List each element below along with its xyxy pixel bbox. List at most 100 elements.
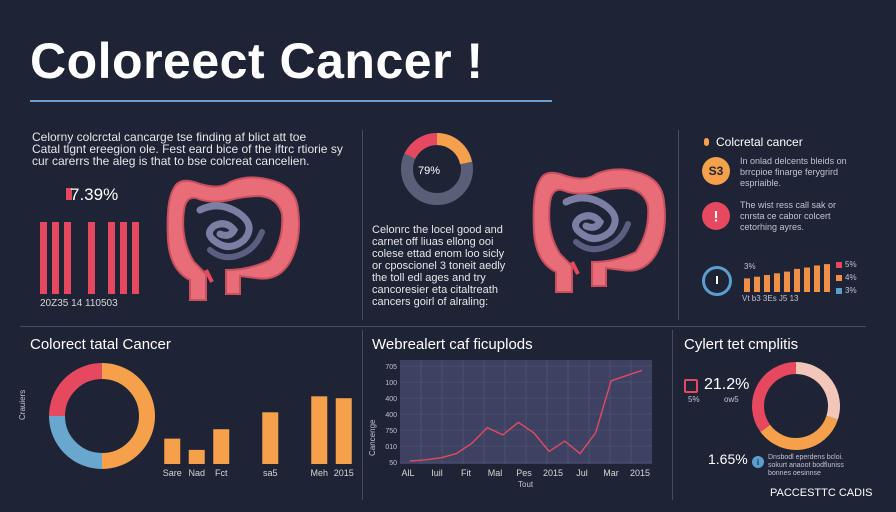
top-left-stat: 7.39% — [70, 185, 119, 204]
top-left-bar — [64, 222, 71, 294]
x-tick-label: Mal — [488, 468, 503, 478]
stat-marker — [66, 188, 72, 200]
x-tick-label: 2015 — [630, 468, 650, 478]
bottom-right-stat-2: 1.65% — [708, 451, 748, 467]
item1-badge: S3 — [702, 157, 730, 185]
bottom-right-stat-1: 21.2% — [704, 376, 750, 393]
legend-label-1: 5% — [845, 260, 857, 269]
top-middle-text-1: Celonrc the locel good and — [372, 224, 503, 236]
top-left-text-1: Celorny colcrctal cancarge tse finding a… — [32, 130, 307, 144]
bottom-left-x-tick: 2015 — [334, 468, 354, 478]
top-right-bar — [754, 276, 760, 292]
top-right-bar — [794, 268, 800, 292]
donut-slice-peach — [795, 362, 840, 420]
top-right-bar — [804, 267, 810, 292]
top-right-bar — [744, 278, 750, 292]
top-left-bar-labels: 20Z35 14 110503 — [40, 298, 118, 309]
bottom-right-heading: Cylert tet cmplitis — [684, 336, 799, 353]
colon-illustration-left — [166, 176, 300, 301]
y-tick-label: 50 — [389, 460, 397, 467]
bottom-middle-line-chart: 705 100 400 400 750 010 50 AlL Iuil Fit Mal Pes 2015… — [385, 360, 652, 478]
stat1-label-1: 5% — [688, 395, 700, 404]
bottom-left-bar — [188, 449, 205, 464]
divider-vertical-4 — [672, 330, 673, 500]
bottom-left-bar — [262, 412, 279, 464]
top-right-bar — [774, 273, 780, 292]
gauge-icon — [702, 266, 732, 296]
line-chart-y-axis-title: Cancenge — [368, 419, 377, 456]
top-left-bar — [88, 222, 95, 294]
bottom-left-heading: Colorect tatal Cancer — [30, 336, 171, 353]
colon-illustration-right — [532, 168, 666, 293]
legend-line-2: sokurt anaoot bodfluniss — [768, 462, 844, 469]
top-right-bar — [824, 264, 830, 292]
top-right-heading: Colcretal cancer — [716, 135, 803, 149]
x-tick-label: AlL — [401, 468, 414, 478]
item1-line-3: espriaible. — [740, 178, 782, 188]
top-middle-text-2: carnet off liuas ellong ooi — [372, 236, 494, 248]
legend-swatch-1 — [836, 262, 842, 268]
line-chart-x-axis-title: Tout — [518, 480, 534, 489]
top-middle-donut — [401, 133, 473, 205]
top-left-bar — [40, 222, 47, 294]
bottom-middle-heading: Webrealert caf ficuplods — [372, 336, 533, 353]
top-right-bar-chart — [744, 264, 830, 292]
donut-slice-red — [49, 363, 103, 417]
bottom-left-bar — [335, 398, 352, 464]
top-right-bar — [784, 271, 790, 292]
bottom-left-x-tick: Meh — [310, 468, 328, 478]
item2-line-3: cetorhing ayres. — [740, 222, 805, 232]
legend-line-1: Dnsbodl eperdens bcloi. — [768, 454, 844, 461]
x-tick-label: Pes — [516, 468, 532, 478]
divider-vertical-1 — [362, 130, 363, 320]
legend-line-3: bonnes oesinnse — [768, 470, 821, 477]
top-left-bar — [52, 222, 59, 294]
bottom-left-bar — [164, 438, 181, 464]
legend-swatch-2 — [836, 275, 842, 281]
bottom-left-x-tick: sa5 — [263, 468, 278, 478]
info-icon: i — [752, 456, 764, 468]
bottom-left-bar — [213, 429, 230, 464]
divider-vertical-2 — [678, 130, 679, 320]
donut-slice-orange — [101, 363, 155, 469]
item2-line-1: The wist ress call sak or — [740, 200, 837, 210]
bottom-left-bar — [311, 396, 328, 464]
page-title: Coloreect Cancer ! — [30, 33, 484, 89]
x-tick-label: Mar — [603, 468, 619, 478]
legend-label-3: 3% — [845, 286, 857, 295]
title-underline — [30, 100, 552, 102]
divider-horizontal — [20, 326, 866, 327]
top-middle-text-4: or cposcionel 3 toneit aedly — [372, 260, 506, 272]
y-tick-label: 705 — [385, 364, 397, 371]
bottom-right-donut — [752, 362, 840, 450]
bottom-left-bar-chart: Sare Nad Fct sa5 Meh 2015 — [163, 396, 354, 478]
item1-line-1: In onlad delcents bleids on — [740, 156, 847, 166]
donut-slice-orange — [760, 415, 838, 450]
top-middle-text-6: cancoresier eta citaltreath — [372, 284, 498, 296]
top-right-bar — [764, 275, 770, 292]
y-tick-label: 010 — [385, 444, 397, 451]
top-left-text-3: cur carerrs the aleg is that to bse colc… — [32, 154, 310, 168]
x-tick-label: Iuil — [431, 468, 443, 478]
top-middle-donut-value: 79% — [418, 165, 441, 177]
stat1-label-2: ow5 — [724, 395, 739, 404]
top-right-y-note: 3% — [744, 262, 756, 271]
item1-line-2: brrcpioe finarge ferygrird — [740, 167, 839, 177]
top-left-bar — [132, 222, 139, 294]
bottom-left-x-tick: Nad — [188, 468, 205, 478]
y-tick-label: 750 — [385, 428, 397, 435]
heading-bullet — [704, 138, 709, 146]
top-left-bar — [108, 222, 115, 294]
top-middle-text-3: colese ettad enom loo sicly — [372, 248, 505, 260]
top-middle-text-5: the toll edl ages and try — [372, 272, 486, 284]
legend-label-2: 4% — [845, 273, 857, 282]
bottom-left-donut — [49, 363, 155, 469]
x-tick-label: Jul — [576, 468, 588, 478]
line-series — [409, 369, 643, 462]
x-tick-label: Fit — [461, 468, 471, 478]
y-tick-label: 100 — [385, 380, 397, 387]
top-right-bar — [814, 265, 820, 292]
top-left-bar — [120, 222, 127, 294]
x-tick-label: 2015 — [543, 468, 563, 478]
top-right-x-labels: Vt b3 3Es J5 13 — [742, 294, 799, 303]
